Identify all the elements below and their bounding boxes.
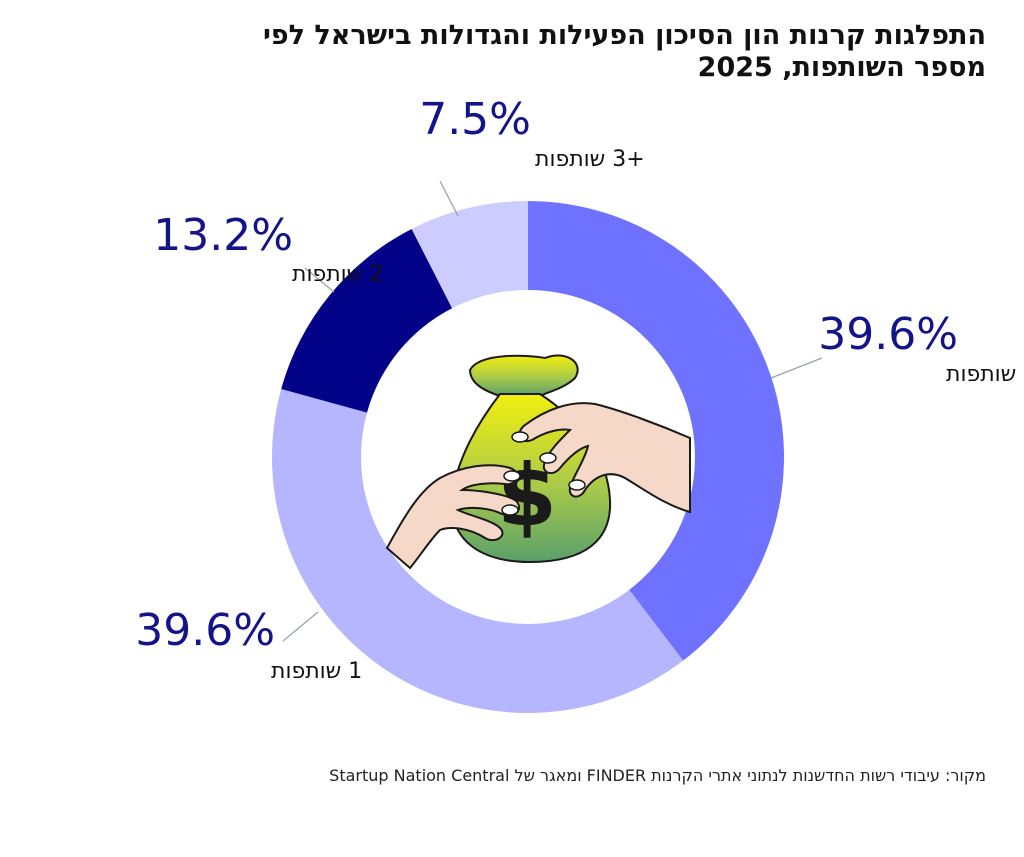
- value-label-1: 39.6%: [135, 605, 275, 656]
- chart-title: התפלגות קרנות הון הסיכון הפעילות והגדולו…: [186, 20, 986, 84]
- category-label-3: +3 שותפות: [535, 147, 645, 172]
- category-label-1: 1 שותפות: [271, 659, 362, 684]
- donut-slice-0: [528, 201, 784, 661]
- donut-slice-2: [281, 228, 453, 413]
- money-bag-hands-icon: $: [385, 354, 691, 570]
- leader-lines: [282, 180, 823, 642]
- source-note: מקור: עיבודי רשות החדשנות לנתוני אתרי הק…: [329, 766, 986, 785]
- donut-slice-3: [411, 201, 528, 309]
- category-label-0: 0 שותפות: [946, 362, 1024, 387]
- leader-line-2: [304, 267, 335, 293]
- value-label-2: 13.2%: [153, 210, 293, 261]
- value-label-3: 7.5%: [419, 94, 531, 145]
- annotation-0: 39.6% 0 שותפות: [818, 309, 1024, 387]
- annotation-3: 7.5% +3 שותפות: [419, 94, 644, 172]
- leader-line-1: [282, 611, 319, 642]
- value-label-0: 39.6%: [818, 309, 958, 360]
- chart-title-line1: התפלגות קרנות הון הסיכון הפעילות והגדולו…: [262, 20, 986, 51]
- category-label-2: 2 שותפות: [292, 262, 383, 287]
- annotation-2: 13.2% 2 שותפות: [153, 210, 383, 287]
- leader-line-3: [439, 180, 459, 217]
- chart-title-line2: מספר השותפות, 2025: [697, 52, 986, 83]
- annotation-1: 39.6% 1 שותפות: [135, 605, 362, 684]
- donut-slice-1: [272, 388, 684, 713]
- leader-line-0: [770, 357, 823, 379]
- donut-slices: [272, 201, 784, 713]
